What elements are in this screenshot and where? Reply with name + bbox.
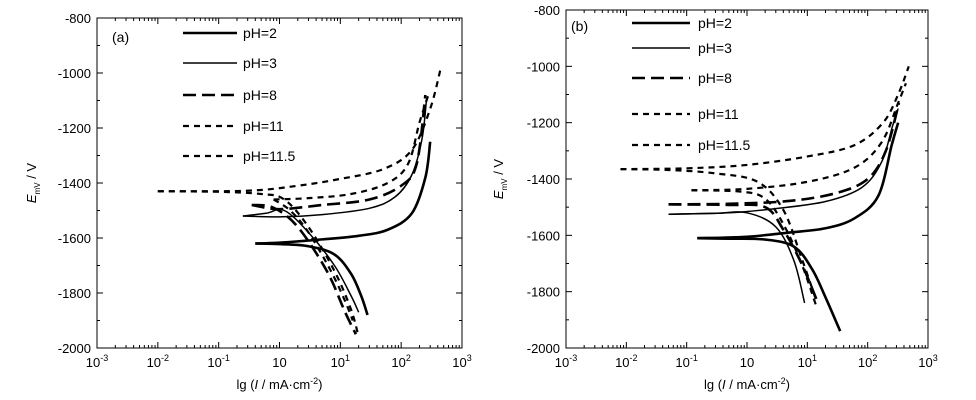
series-ph-11-5-anodic-line	[620, 65, 910, 171]
legend-label: pH=11	[698, 106, 739, 122]
x-tick-label: 10-3	[86, 353, 108, 370]
series-ph-11-cathodic-line	[272, 198, 354, 321]
series-ph-11-5-anodic-line	[157, 67, 442, 193]
legend-label: pH=11	[243, 118, 284, 134]
series-ph-3-anodic-line	[668, 108, 899, 215]
series-ph-2-cathodic-line	[255, 242, 369, 316]
x-tick-label: 10-1	[207, 353, 229, 370]
y-tick-label: -1600	[527, 228, 560, 243]
series-ph-8-anodic-line	[668, 102, 901, 206]
legend-label: pH=3	[243, 55, 277, 71]
y-tick-label: -1400	[527, 172, 560, 187]
series-ph-8-anodic-line	[251, 94, 427, 211]
chart-panel-b: 10-3 10-2 10-1 10 101 102 103 -800 -1000 -1200 -14…	[491, 3, 938, 392]
series-ph-2-anodic-line	[697, 122, 900, 240]
series-ph-11-5-cathodic-line	[620, 168, 818, 301]
series-ph-3-anodic-line	[242, 100, 428, 218]
series-ph-11-5-cathodic-line	[157, 190, 360, 338]
legend-label: pH=11.5	[243, 148, 295, 164]
x-tick-label: 101	[331, 353, 350, 370]
y-axis-title-group: EmV / V	[491, 159, 509, 200]
y-tick-label: -1800	[58, 286, 91, 301]
y-tick-label: -1400	[58, 176, 91, 191]
series-ph-8-cathodic-line	[251, 203, 358, 335]
legend-label: pH=11.5	[698, 137, 750, 153]
y-tick-label: -2000	[527, 341, 560, 356]
legend-label: pH=2	[698, 15, 732, 31]
series-ph-3-cathodic-line	[668, 211, 806, 304]
legend-label: pH=2	[243, 25, 277, 41]
y-axis-title: EmV / V	[24, 163, 42, 204]
legend-label: pH=8	[243, 87, 277, 103]
series-ph-11-cathodic-line	[691, 189, 818, 307]
x-tick-label: 10-1	[675, 353, 697, 370]
series-ph-2-anodic-line	[255, 141, 432, 245]
y-tick-label: -1200	[58, 121, 91, 136]
x-axis-title: lg (I / mA·cm-2)	[236, 376, 322, 392]
x-tick-label: 102	[391, 353, 410, 370]
series-ph-11-anodic-line	[691, 82, 907, 192]
y-tick-label: -800	[65, 11, 91, 26]
y-tick-label: -1600	[58, 231, 91, 246]
x-tick-label: 103	[452, 353, 471, 370]
y-tick-label: -1000	[527, 59, 560, 74]
x-tick-label: 10	[740, 355, 754, 370]
x-axis-title: lg (I / mA·cm-2)	[704, 376, 790, 392]
x-tick-label: 10-2	[147, 353, 169, 370]
panel-letter: (a)	[112, 29, 129, 45]
x-tick-label: 10-2	[615, 353, 637, 370]
y-tick-label: -1800	[527, 285, 560, 300]
x-tick-label: 101	[798, 353, 817, 370]
x-tick-label: 102	[858, 353, 877, 370]
legend-label: pH=3	[698, 40, 732, 56]
x-tick-label: 10	[272, 355, 286, 370]
y-axis-title-group: EmV / V	[24, 163, 42, 204]
x-tick-label: 103	[918, 353, 937, 370]
series-ph-2-cathodic-line	[697, 236, 842, 332]
y-tick-label: -2000	[58, 341, 91, 356]
chart-panel-a: 10-3 10-2 10-1 10 101 102 103 -800 -1000 -1200 -14…	[24, 11, 472, 392]
legend-label: pH=8	[698, 70, 732, 86]
panel-letter: (b)	[571, 18, 588, 34]
y-tick-label: -1000	[58, 66, 91, 81]
x-tick-label: 10-3	[555, 353, 577, 370]
series-ph-8-cathodic-line	[668, 203, 820, 304]
series-ph-11-anodic-line	[273, 94, 430, 201]
y-tick-label: -800	[534, 3, 560, 18]
y-tick-label: -1200	[527, 116, 560, 131]
y-axis-title: EmV / V	[491, 159, 509, 200]
plot-frame	[565, 9, 929, 349]
